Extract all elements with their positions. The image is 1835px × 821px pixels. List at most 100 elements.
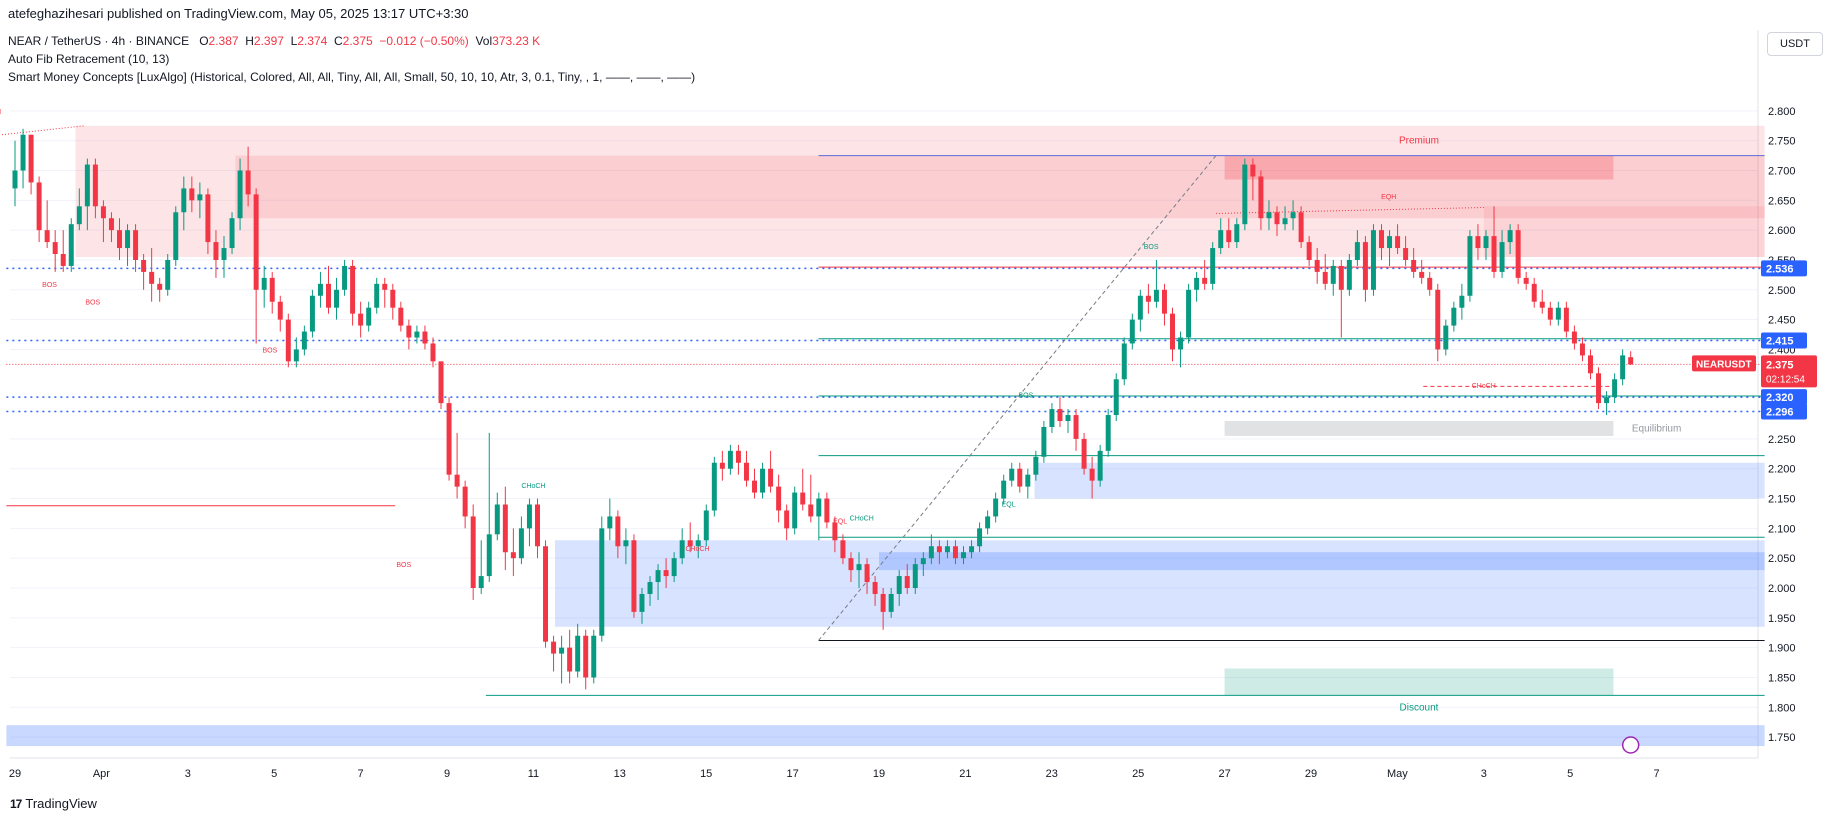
candle (912, 564, 918, 589)
candle (711, 462, 717, 511)
candle (832, 522, 838, 541)
candle (1435, 289, 1441, 350)
demand-block (1034, 462, 1765, 499)
candle (406, 325, 412, 338)
candle (1395, 236, 1401, 249)
candle (1210, 248, 1216, 284)
price-tick-label: 2.150 (1768, 494, 1796, 506)
discount-label: Discount (1400, 702, 1439, 713)
candle (816, 498, 822, 517)
candle (1105, 415, 1111, 451)
candle (253, 194, 259, 290)
candle (1620, 355, 1626, 380)
candle (1314, 259, 1320, 272)
candle (486, 534, 492, 577)
candle (1121, 343, 1127, 380)
time-axis[interactable]: 29 Apr 3 5 7 9 11 13 15 17 19 21 23 25 27 29 May 3 5 7 (9, 768, 1660, 780)
time-tick-label: 27 (1218, 768, 1230, 780)
time-tick-label: 19 (873, 768, 885, 780)
annotation-label: BOS (42, 282, 57, 289)
price-tick-label: 1.900 (1768, 643, 1796, 655)
candle (607, 516, 613, 529)
candle (1539, 301, 1545, 308)
change-value: −0.012 (−0.50%) (379, 34, 469, 48)
candle (928, 546, 934, 559)
candle (117, 230, 122, 249)
candle (1113, 379, 1119, 416)
indicator-fib-legend[interactable]: Auto Fib Retracement (10, 13) (8, 52, 170, 66)
annotation-label: CHoCH (521, 483, 545, 490)
candle (591, 635, 597, 678)
candle (639, 593, 645, 612)
candle (20, 134, 26, 171)
candle (1145, 295, 1151, 302)
candle (1274, 212, 1280, 225)
lightning-icon (1621, 736, 1640, 754)
annotation-label: CHoCH (850, 516, 874, 523)
candle (309, 295, 315, 332)
time-tick-label: 7 (358, 768, 364, 780)
candle (1370, 230, 1376, 290)
price-tick-label: 2.700 (1768, 166, 1796, 178)
candle (543, 546, 549, 642)
candle (414, 331, 420, 338)
candle (422, 331, 428, 344)
price-axis[interactable]: 2.8002.7502.7002.6502.6002.5502.5002.450… (1768, 106, 1796, 744)
candle (1242, 164, 1248, 225)
candle (1563, 307, 1569, 332)
candle (1523, 277, 1529, 284)
premium-zone (75, 125, 1765, 257)
price-tick-label: 2.200 (1768, 464, 1796, 476)
price-tick-label: 2.600 (1768, 225, 1796, 237)
candle (896, 576, 902, 594)
candle (864, 564, 870, 583)
indicator-smc-legend[interactable]: Smart Money Concepts [LuxAlgo] (Historic… (8, 70, 696, 84)
candle (1049, 409, 1055, 427)
demand-block (555, 540, 1765, 627)
candle (567, 647, 573, 672)
candle (84, 164, 90, 207)
tradingview-logo[interactable]: 17 TradingView (10, 796, 97, 811)
candle (390, 289, 396, 308)
candle (1338, 265, 1344, 290)
candle (1178, 337, 1184, 350)
tradingview-logo-text: TradingView (25, 796, 97, 811)
candle (1459, 295, 1465, 308)
volume-value: 373.23 K (492, 34, 541, 48)
price-tick-label: 1.750 (1768, 732, 1796, 744)
candle (792, 492, 798, 529)
symbol-legend[interactable]: NEAR / TetherUS · 4h · BINANCE O2.387 H2… (8, 34, 541, 48)
candle (1596, 373, 1602, 404)
time-tick-label: 29 (1305, 768, 1317, 780)
candle (141, 259, 147, 272)
candle (1362, 242, 1368, 290)
symbol-name: NEAR / TetherUS · 4h · BINANCE (8, 34, 190, 48)
candle (575, 635, 581, 672)
eqh-line (1, 125, 85, 136)
candle (1483, 236, 1489, 249)
candle (454, 474, 460, 487)
discount-zone (1224, 668, 1614, 696)
currency-button[interactable]: USDT (1767, 32, 1823, 56)
candle (100, 206, 106, 219)
candle (133, 230, 139, 260)
price-tag-bg (1761, 332, 1807, 349)
candle (342, 265, 348, 290)
time-tick-label: 13 (614, 768, 626, 780)
candle (374, 283, 380, 308)
candle (1041, 426, 1047, 457)
candle (1170, 313, 1175, 350)
symbol-tag-bg (1692, 355, 1756, 372)
candle (1017, 468, 1023, 487)
candle (952, 546, 958, 559)
annotation-labels: EQHBOSBOSBOSBOSCHoCHCHoCHEQLCHoCHEQLBOSB… (0, 109, 1681, 713)
equilibrium-zone (1224, 421, 1614, 436)
candle (1065, 415, 1071, 422)
candle (157, 283, 163, 290)
candle (470, 516, 476, 589)
candle (848, 558, 854, 571)
annotation-label: CHoCH (685, 546, 709, 553)
candle (526, 504, 532, 529)
candle (1346, 259, 1352, 290)
